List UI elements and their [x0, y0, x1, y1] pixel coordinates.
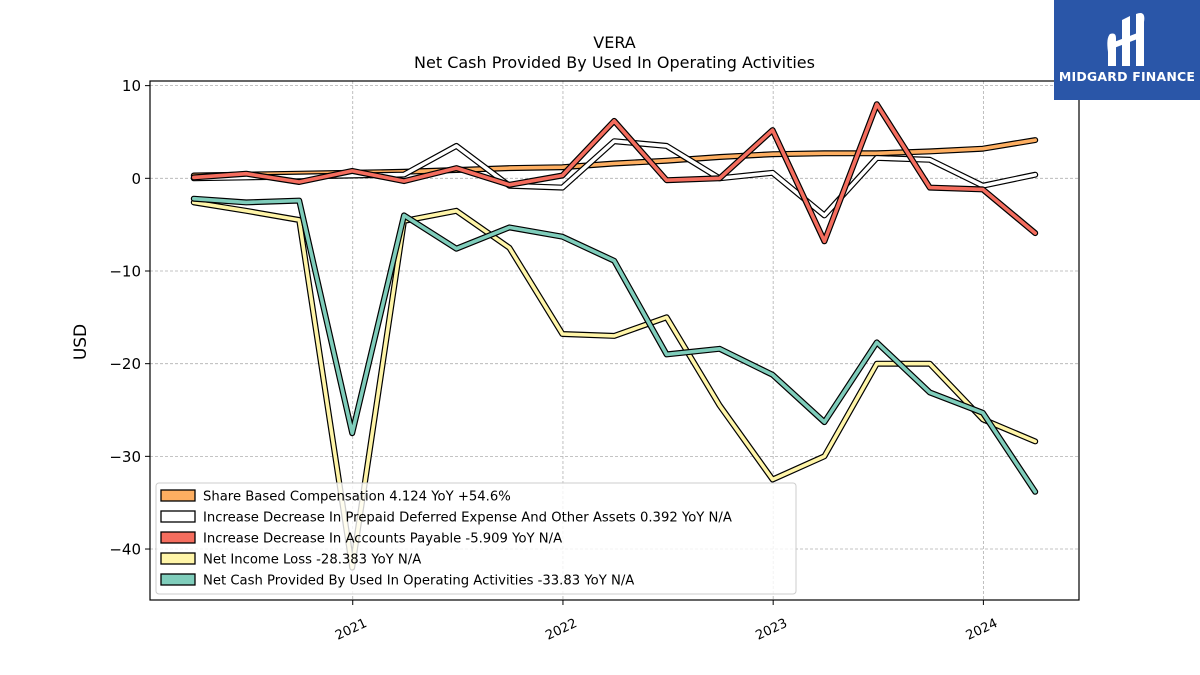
series-stroke	[192, 102, 1037, 244]
plot-frame	[149, 80, 1080, 601]
legend-item-1: Increase Decrease In Prepaid Deferred Ex…	[160, 510, 732, 526]
legend-swatch	[160, 552, 196, 565]
legend-label: Increase Decrease In Prepaid Deferred Ex…	[203, 511, 732, 526]
y-tick-label: −40	[109, 541, 141, 559]
series-line-4	[190, 195, 1039, 495]
y-tick-label: −30	[109, 448, 141, 466]
legend-swatch	[160, 531, 196, 544]
chart-title: VERA	[593, 33, 636, 52]
y-tick-label: −10	[109, 262, 141, 280]
y-axis-label: USD	[71, 324, 91, 360]
legend-swatch	[160, 489, 196, 502]
legend-item-4: Net Cash Provided By Used In Operating A…	[160, 573, 634, 589]
x-tick-label: 2024	[964, 616, 1000, 644]
legend-item-0: Share Based Compensation 4.124 YoY +54.6…	[160, 489, 511, 505]
legend-label: Share Based Compensation 4.124 YoY +54.6…	[203, 490, 511, 505]
brand-logo: MIDGARD FINANCE	[1054, 0, 1200, 100]
x-axis: 2021 2022 2023 2024	[333, 600, 1000, 644]
y-axis: 10 0 −10 −20 −30 −40	[109, 77, 150, 559]
series-line-2	[190, 101, 1039, 245]
legend: Share Based Compensation 4.124 YoY +54.6…	[155, 482, 797, 595]
chart-subtitle: Net Cash Provided By Used In Operating A…	[414, 53, 815, 72]
y-tick-label: 10	[122, 77, 141, 95]
logo-mark-icon	[1107, 13, 1145, 66]
legend-item-2: Increase Decrease In Accounts Payable -5…	[160, 531, 562, 547]
legend-label: Increase Decrease In Accounts Payable -5…	[203, 532, 562, 547]
legend-swatch	[160, 573, 196, 586]
legend-box	[155, 482, 797, 595]
x-tick-label: 2022	[543, 616, 579, 644]
x-tick-label: 2023	[754, 616, 790, 644]
legend-label: Net Income Loss -28.383 YoY N/A	[203, 553, 421, 568]
legend-label: Net Cash Provided By Used In Operating A…	[203, 574, 634, 589]
series-stroke	[192, 200, 1037, 570]
x-tick-label: 2021	[333, 616, 369, 644]
series-line-3	[190, 199, 1039, 571]
legend-item-3: Net Income Loss -28.383 YoY N/A	[160, 552, 421, 568]
y-tick-label: 0	[131, 170, 141, 188]
logo-text: MIDGARD FINANCE	[1058, 69, 1196, 84]
y-tick-label: −20	[109, 355, 141, 373]
series-group	[190, 101, 1039, 571]
series-stroke	[192, 196, 1037, 494]
legend-swatch	[160, 510, 196, 523]
